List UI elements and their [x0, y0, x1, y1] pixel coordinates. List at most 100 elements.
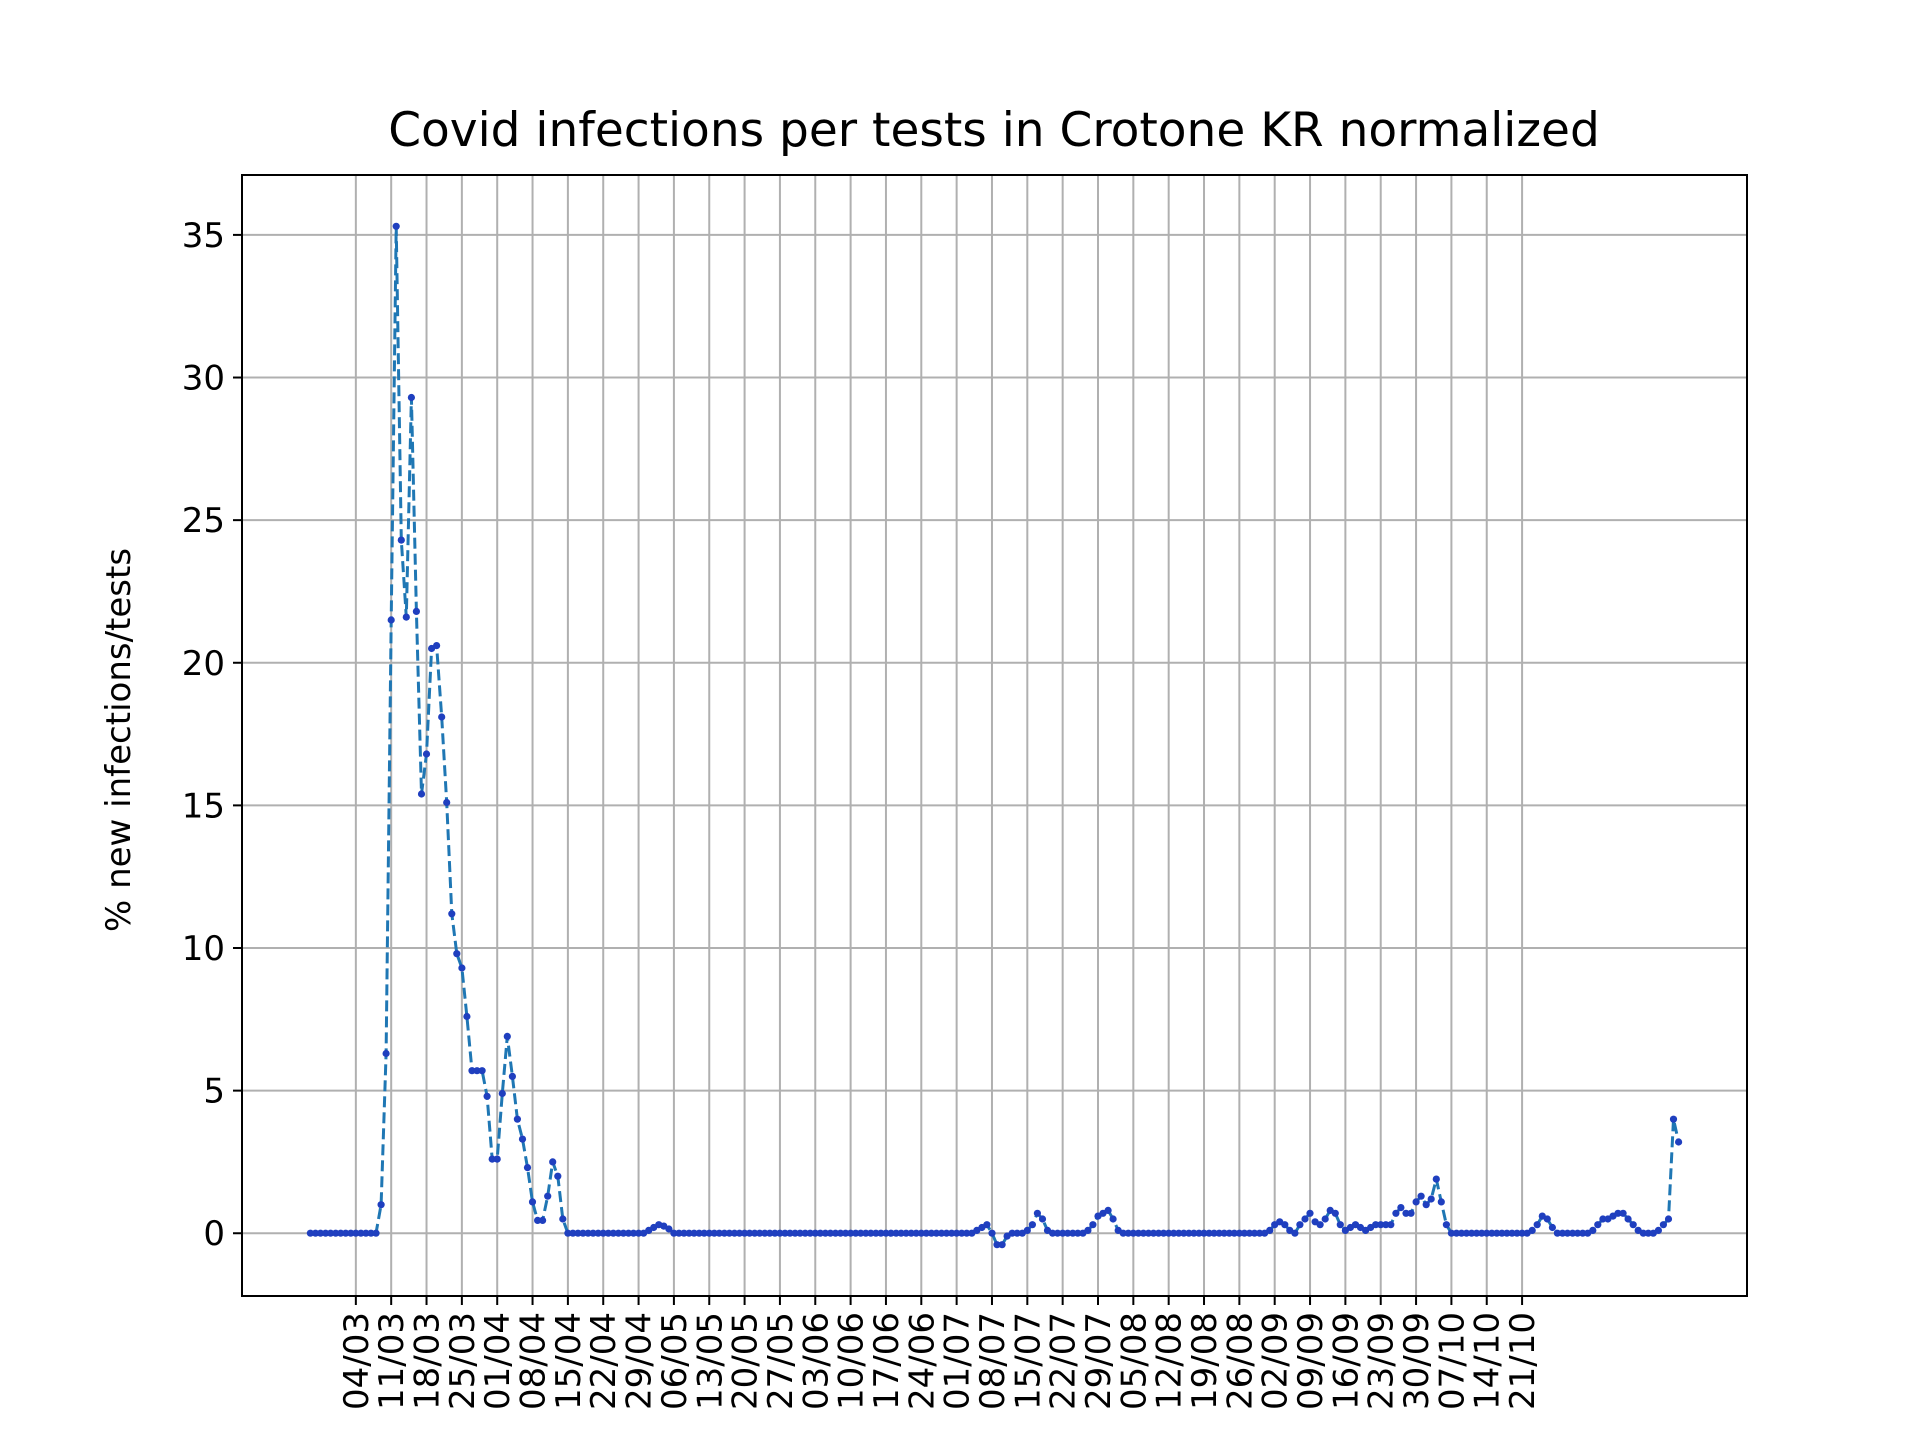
data-point: [392, 222, 400, 230]
data-point: [1528, 1226, 1536, 1234]
y-tick-label: 15: [182, 786, 225, 826]
data-point: [756, 1229, 764, 1237]
data-point: [1205, 1229, 1213, 1237]
x-tick-label: 16/09: [1326, 1312, 1366, 1410]
data-point: [1225, 1229, 1233, 1237]
data-point: [1377, 1221, 1385, 1229]
data-point: [539, 1216, 547, 1224]
data-point: [614, 1229, 623, 1237]
data-point: [735, 1229, 744, 1237]
data-point: [887, 1229, 895, 1237]
data-point: [564, 1229, 572, 1237]
data-point: [1619, 1209, 1627, 1217]
data-point: [993, 1241, 1001, 1249]
data-point: [1397, 1204, 1405, 1212]
data-point: [922, 1229, 930, 1237]
data-point: [791, 1229, 799, 1237]
data-point: [771, 1229, 779, 1237]
data-point: [695, 1229, 703, 1237]
data-point: [1049, 1229, 1057, 1237]
data-point: [882, 1229, 890, 1237]
data-point: [559, 1215, 567, 1223]
data-point: [549, 1158, 557, 1166]
data-point: [1134, 1229, 1142, 1237]
data-point: [766, 1229, 774, 1237]
data-point: [1387, 1221, 1395, 1229]
data-point: [1235, 1229, 1243, 1237]
x-tick-label: 01/04: [478, 1312, 518, 1410]
data-point: [422, 750, 431, 758]
data-point: [811, 1229, 819, 1237]
x-tick-label: 02/09: [1256, 1312, 1296, 1410]
data-point: [1059, 1229, 1067, 1237]
data-point: [1569, 1229, 1577, 1237]
data-point: [705, 1229, 713, 1237]
data-point: [847, 1229, 855, 1237]
data-point: [569, 1229, 577, 1237]
y-axis-label: % new infections/tests: [99, 548, 139, 932]
data-point: [730, 1229, 739, 1237]
data-point: [382, 1049, 390, 1058]
data-point: [327, 1229, 335, 1237]
data-point: [1109, 1215, 1117, 1223]
data-point: [1139, 1229, 1147, 1237]
data-point: [1468, 1229, 1476, 1237]
data-point: [1659, 1221, 1667, 1229]
data-point: [337, 1229, 345, 1237]
data-point: [493, 1155, 501, 1163]
data-point: [862, 1229, 870, 1237]
data-point: [599, 1229, 607, 1237]
x-axis: 04/0311/0318/0325/0301/0408/0415/0422/04…: [337, 1296, 1543, 1410]
data-point: [690, 1229, 698, 1237]
data-point: [367, 1229, 375, 1237]
x-tick-label: 13/05: [690, 1312, 730, 1410]
data-point: [1215, 1229, 1223, 1237]
data-point: [1664, 1215, 1673, 1223]
y-tick-label: 5: [203, 1072, 225, 1112]
data-point: [912, 1229, 920, 1237]
data-point: [806, 1229, 814, 1237]
data-point: [594, 1229, 602, 1237]
data-point: [1296, 1221, 1304, 1229]
data-point: [1543, 1215, 1551, 1223]
data-point: [963, 1229, 971, 1237]
x-tick-label: 15/07: [1008, 1312, 1048, 1410]
y-tick-label: 30: [182, 359, 225, 399]
data-point: [958, 1229, 966, 1237]
data-point: [1639, 1229, 1647, 1237]
data-point: [776, 1229, 784, 1237]
data-point: [897, 1229, 905, 1237]
data-point: [1488, 1229, 1496, 1237]
data-point: [907, 1229, 915, 1237]
data-point: [1675, 1138, 1683, 1146]
data-point: [700, 1229, 708, 1237]
data-point: [483, 1092, 491, 1100]
data-point: [746, 1229, 754, 1237]
x-tick-label: 18/03: [408, 1312, 448, 1410]
data-point: [670, 1229, 678, 1237]
data-point: [342, 1229, 350, 1237]
data-point: [1669, 1115, 1678, 1123]
data-point: [1069, 1229, 1077, 1237]
data-point: [1144, 1229, 1153, 1237]
data-point: [1417, 1192, 1425, 1200]
data-point: [417, 790, 426, 798]
data-point: [438, 713, 446, 721]
data-point: [1220, 1229, 1228, 1237]
data-point: [1190, 1229, 1198, 1237]
data-point: [675, 1229, 683, 1237]
data-point: [1452, 1229, 1461, 1237]
data-point: [715, 1229, 723, 1237]
data-point: [1427, 1195, 1435, 1203]
data-point: [1089, 1221, 1097, 1229]
data-point: [1245, 1229, 1254, 1237]
x-tick-label: 08/04: [514, 1312, 554, 1410]
data-point: [609, 1229, 617, 1237]
data-point: [1175, 1229, 1183, 1237]
data-point: [1008, 1229, 1016, 1237]
data-point: [352, 1229, 360, 1237]
data-point: [1033, 1209, 1041, 1217]
data-point: [953, 1229, 961, 1237]
x-tick-label: 04/03: [337, 1312, 377, 1410]
data-point: [1614, 1209, 1622, 1217]
